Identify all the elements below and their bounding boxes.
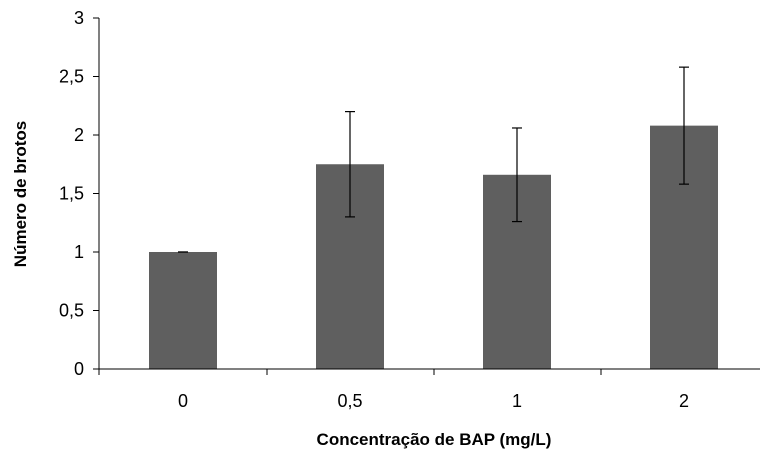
y-axis-title: Número de brotos — [11, 121, 30, 267]
y-tick-label-0: 0 — [74, 359, 84, 379]
x-tick-label-0: 0 — [178, 391, 188, 411]
x-ticks-layer: 0 0,5 1 2 — [98, 369, 689, 411]
y-ticks-layer: 0 0,5 1 1,5 2 2,5 3 — [59, 8, 99, 379]
x-tick-label-1: 0,5 — [337, 391, 362, 411]
y-tick-label-2: 1 — [74, 242, 84, 262]
y-tick-label-6: 3 — [74, 8, 84, 28]
bar-0 — [149, 252, 217, 369]
y-tick-label-3: 1,5 — [59, 184, 84, 204]
y-tick-label-4: 2 — [74, 125, 84, 145]
x-axis-title: Concentração de BAP (mg/L) — [317, 430, 552, 449]
x-tick-label-3: 2 — [679, 391, 689, 411]
y-tick-label-5: 2,5 — [59, 67, 84, 87]
y-tick-label-1: 0,5 — [59, 301, 84, 321]
error-bars-layer — [178, 66, 689, 253]
x-tick-label-2: 1 — [512, 391, 522, 411]
bars-layer — [149, 125, 718, 369]
